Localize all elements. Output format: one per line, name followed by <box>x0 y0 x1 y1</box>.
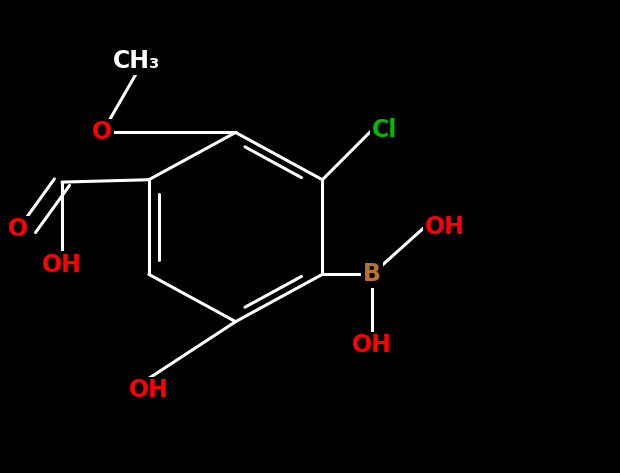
Text: OH: OH <box>352 333 392 358</box>
Text: OH: OH <box>425 215 464 239</box>
Text: B: B <box>363 263 381 286</box>
Text: Cl: Cl <box>372 118 397 142</box>
Text: CH₃: CH₃ <box>113 49 160 73</box>
Text: O: O <box>8 218 28 241</box>
Text: O: O <box>92 121 112 144</box>
Text: OH: OH <box>129 378 169 403</box>
Text: OH: OH <box>42 253 82 277</box>
